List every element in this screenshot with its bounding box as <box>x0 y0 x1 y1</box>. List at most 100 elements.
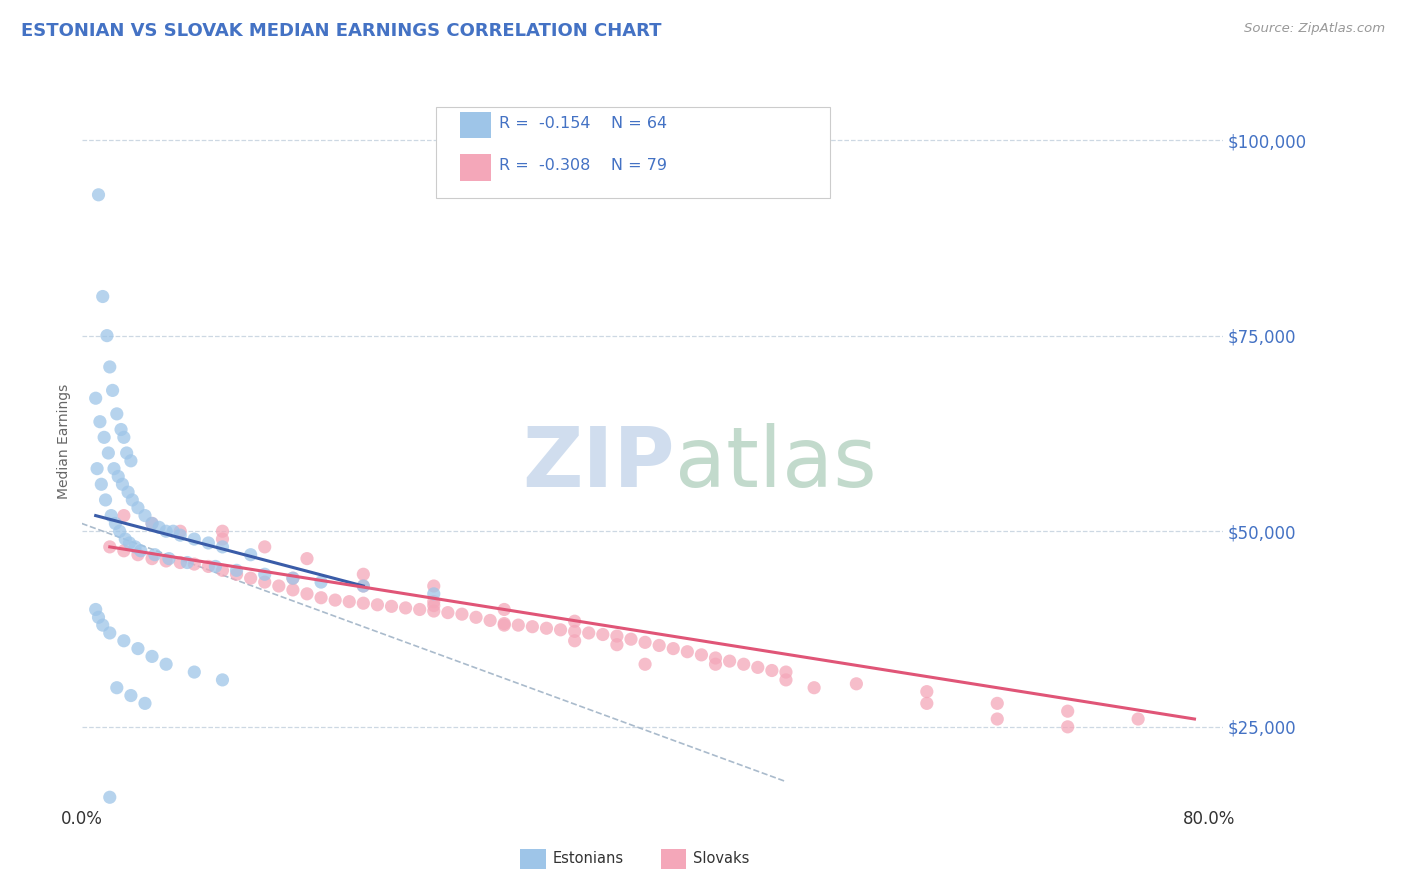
Point <box>309 591 332 605</box>
Point <box>352 579 374 593</box>
Point <box>522 620 544 634</box>
Point <box>718 654 741 668</box>
Point <box>352 596 374 610</box>
Point <box>197 536 219 550</box>
Point <box>915 684 938 698</box>
Text: R =  -0.154    N = 64: R = -0.154 N = 64 <box>499 116 668 130</box>
Point <box>112 633 135 648</box>
Point <box>204 559 226 574</box>
Point <box>134 508 156 523</box>
Point <box>118 536 141 550</box>
Point <box>309 575 332 590</box>
Point <box>141 649 163 664</box>
Point <box>107 469 129 483</box>
Point <box>775 673 797 687</box>
Point <box>281 571 304 585</box>
Point <box>620 632 643 647</box>
Point <box>676 645 699 659</box>
Point <box>295 551 318 566</box>
Point <box>423 594 446 608</box>
Point <box>465 610 488 624</box>
Point <box>662 641 685 656</box>
Point <box>97 446 120 460</box>
Point <box>117 485 139 500</box>
Point <box>508 618 530 632</box>
Point <box>127 641 149 656</box>
Point <box>606 629 628 643</box>
Point <box>98 790 121 805</box>
Point <box>87 187 110 202</box>
Point <box>157 551 180 566</box>
Point <box>550 623 572 637</box>
Point <box>120 689 142 703</box>
Point <box>100 508 122 523</box>
Point <box>253 575 276 590</box>
Point <box>281 571 304 585</box>
Point <box>564 624 586 639</box>
Point <box>394 601 416 615</box>
Point <box>352 567 374 582</box>
Point <box>114 532 136 546</box>
Point <box>211 540 233 554</box>
Point <box>267 579 290 593</box>
Point <box>564 614 586 628</box>
Point <box>775 665 797 679</box>
Point <box>155 554 177 568</box>
Point <box>704 651 727 665</box>
Point <box>148 520 170 534</box>
Point <box>733 657 755 672</box>
Point <box>169 556 191 570</box>
Point <box>105 681 128 695</box>
Point <box>239 571 262 585</box>
Point <box>86 461 108 475</box>
Point <box>120 454 142 468</box>
Point <box>423 587 446 601</box>
Point <box>634 635 657 649</box>
Point <box>564 633 586 648</box>
Point <box>536 621 558 635</box>
Point <box>986 712 1008 726</box>
Point <box>169 528 191 542</box>
Point <box>96 328 118 343</box>
Point <box>101 384 124 398</box>
Point <box>108 524 131 539</box>
Point <box>197 559 219 574</box>
Point <box>479 614 502 628</box>
Point <box>112 430 135 444</box>
Point <box>803 681 825 695</box>
Point <box>89 415 111 429</box>
Point <box>183 532 205 546</box>
Point <box>1056 704 1078 718</box>
Point <box>155 657 177 672</box>
Point <box>84 391 107 405</box>
Point <box>169 524 191 539</box>
Point <box>211 563 233 577</box>
Point <box>141 516 163 531</box>
Point <box>98 626 121 640</box>
Point <box>183 557 205 571</box>
Text: Source: ZipAtlas.com: Source: ZipAtlas.com <box>1244 22 1385 36</box>
Point <box>94 492 117 507</box>
Point <box>105 407 128 421</box>
Point <box>104 516 127 531</box>
Point <box>127 500 149 515</box>
Point <box>183 665 205 679</box>
Point <box>451 607 474 622</box>
Point <box>127 548 149 562</box>
Point <box>281 582 304 597</box>
Point <box>337 594 360 608</box>
Point <box>253 567 276 582</box>
Point <box>747 660 769 674</box>
Point <box>162 524 184 539</box>
Point <box>134 697 156 711</box>
Y-axis label: Median Earnings: Median Earnings <box>58 384 72 499</box>
Point <box>494 618 516 632</box>
Point <box>141 551 163 566</box>
Point <box>211 532 233 546</box>
Point <box>634 657 657 672</box>
Point <box>112 543 135 558</box>
Point <box>423 599 446 613</box>
Point <box>295 587 318 601</box>
Point <box>112 508 135 523</box>
Point <box>93 430 115 444</box>
